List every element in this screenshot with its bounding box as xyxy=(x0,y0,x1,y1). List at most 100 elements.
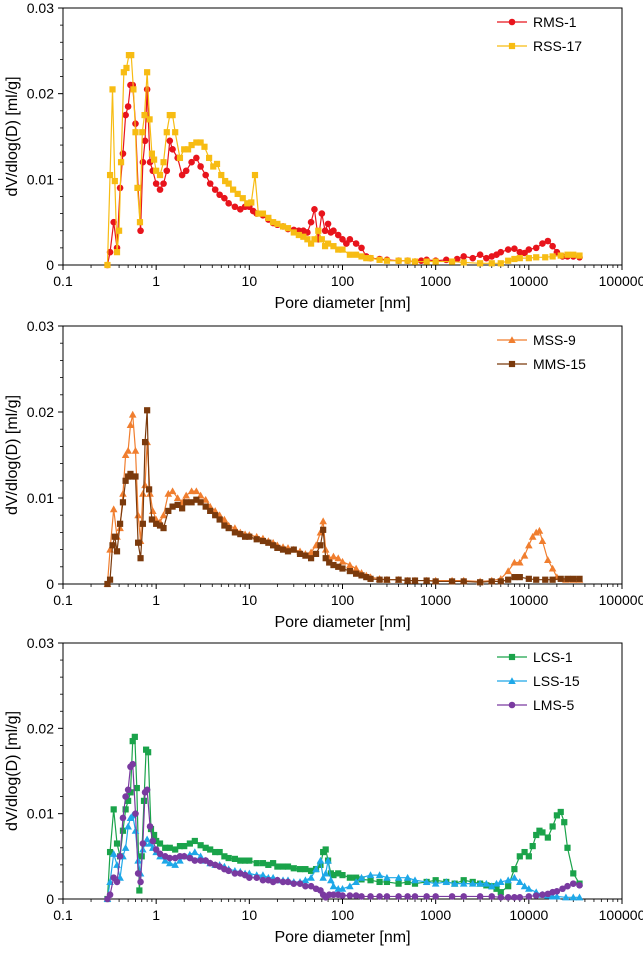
data-point xyxy=(511,245,518,253)
data-point xyxy=(165,859,174,867)
data-point xyxy=(476,879,484,887)
data-point xyxy=(231,870,239,877)
data-point xyxy=(404,577,411,584)
data-point xyxy=(357,873,366,881)
data-point xyxy=(231,203,239,211)
data-point xyxy=(146,823,154,830)
data-point xyxy=(307,240,315,247)
data-point xyxy=(165,507,172,514)
data-point xyxy=(553,812,560,819)
data-point xyxy=(301,876,310,884)
data-point xyxy=(255,210,262,217)
data-point xyxy=(532,528,541,536)
data-point xyxy=(111,533,118,540)
data-point xyxy=(279,863,287,870)
data-point xyxy=(239,195,246,202)
data-point xyxy=(237,857,244,864)
data-point xyxy=(156,522,164,529)
data-point xyxy=(202,503,209,510)
data-point xyxy=(307,873,315,881)
data-point xyxy=(139,158,147,166)
legend-entry-lss-15: LSS-15 xyxy=(497,673,580,689)
data-point xyxy=(411,258,419,265)
x-tick-label: 0.1 xyxy=(53,273,73,289)
data-point xyxy=(197,499,204,506)
legend-label: LSS-15 xyxy=(533,673,580,689)
legend-marker xyxy=(508,677,516,685)
data-point xyxy=(130,86,137,93)
data-point xyxy=(404,257,411,264)
data-point xyxy=(339,565,346,572)
x-tick-label: 1 xyxy=(152,907,160,923)
data-point xyxy=(504,567,512,575)
data-point xyxy=(211,186,219,193)
x-tick-label: 10000 xyxy=(509,907,548,923)
data-point xyxy=(339,246,346,253)
data-point xyxy=(505,576,512,583)
data-point xyxy=(448,258,456,265)
y-tick-label: 0.03 xyxy=(27,635,54,651)
data-point xyxy=(197,857,204,864)
data-point xyxy=(216,516,223,523)
data-point xyxy=(116,520,124,527)
data-point xyxy=(468,879,477,887)
data-point xyxy=(411,880,419,887)
data-point xyxy=(123,64,130,72)
data-point xyxy=(193,496,200,503)
data-point xyxy=(265,861,272,868)
data-point xyxy=(106,848,114,856)
data-point xyxy=(549,576,556,583)
data-point xyxy=(246,874,253,881)
data-point xyxy=(525,255,532,262)
data-point xyxy=(188,141,195,149)
data-point xyxy=(133,784,140,792)
data-point xyxy=(521,848,528,856)
data-point xyxy=(576,252,583,259)
data-point xyxy=(251,171,259,179)
data-point xyxy=(307,555,315,562)
data-point xyxy=(116,853,124,860)
data-point xyxy=(284,225,292,232)
data-point xyxy=(525,541,533,549)
data-point xyxy=(259,860,267,867)
data-point xyxy=(330,561,337,569)
data-point xyxy=(187,487,196,495)
data-point xyxy=(327,876,335,884)
data-point xyxy=(144,69,151,76)
data-point xyxy=(188,158,195,166)
data-point xyxy=(367,575,374,582)
data-point xyxy=(570,870,577,877)
data-point xyxy=(520,882,529,890)
data-point xyxy=(411,876,419,884)
data-point xyxy=(178,171,186,179)
data-point xyxy=(216,191,223,199)
data-point xyxy=(148,150,156,157)
x-tick-label: 10 xyxy=(242,907,258,923)
data-point xyxy=(562,893,570,901)
x-tick-label: 1 xyxy=(152,273,160,289)
data-point xyxy=(432,893,439,900)
data-point xyxy=(569,880,577,887)
data-point xyxy=(321,545,330,553)
data-point xyxy=(156,850,164,858)
data-point xyxy=(570,251,577,258)
data-point xyxy=(188,499,195,506)
data-point xyxy=(511,893,518,901)
x-tick-label: 10000 xyxy=(509,592,548,608)
data-point xyxy=(161,856,169,864)
data-point xyxy=(505,257,512,264)
data-point xyxy=(570,575,577,582)
data-point xyxy=(143,86,151,93)
data-point xyxy=(122,477,129,484)
data-point xyxy=(295,231,302,239)
data-point xyxy=(525,893,533,900)
data-point xyxy=(564,251,571,258)
legend-entry-lms-5: LMS-5 xyxy=(497,697,574,713)
data-point xyxy=(222,177,229,185)
data-point xyxy=(497,260,504,267)
data-point xyxy=(338,557,347,565)
data-point xyxy=(431,879,440,887)
data-point xyxy=(148,507,157,514)
legend-label: MSS-9 xyxy=(533,332,576,348)
data-point xyxy=(216,848,223,856)
